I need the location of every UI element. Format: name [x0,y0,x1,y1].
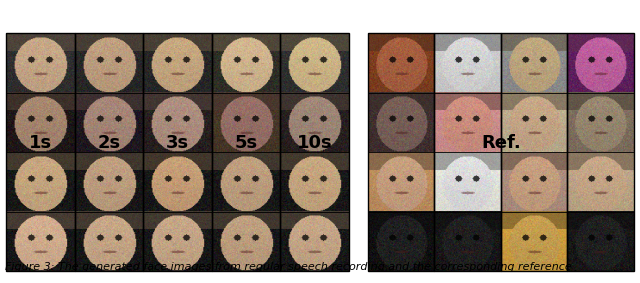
Bar [435,33,500,271]
Bar [6,33,75,271]
Bar [567,33,634,271]
Bar [75,33,143,271]
Text: 10s: 10s [297,134,332,153]
Text: Figure 3: The generated face images from regular speech recording and the corres: Figure 3: The generated face images from… [5,262,572,272]
Text: Ref.: Ref. [481,134,521,153]
Bar [500,33,567,271]
Text: 5s: 5s [234,134,258,153]
Text: 1s: 1s [29,134,52,153]
Text: 2s: 2s [97,134,121,153]
Bar [280,33,349,271]
Bar [212,33,280,271]
Bar [368,33,435,271]
Text: 3s: 3s [166,134,189,153]
Bar [143,33,212,271]
